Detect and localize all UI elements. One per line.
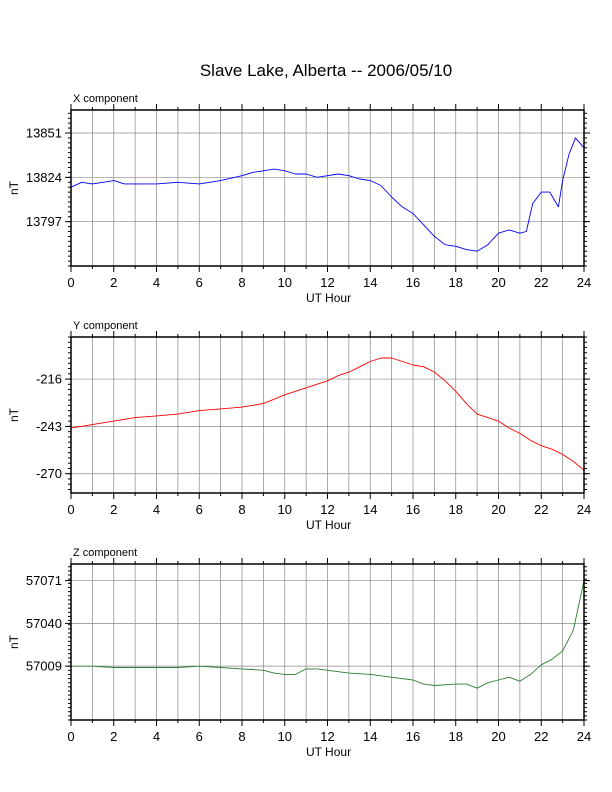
y-tick-label: 57040 bbox=[26, 616, 62, 631]
x-tick-label: 12 bbox=[320, 502, 334, 517]
x-tick-label: 0 bbox=[67, 275, 74, 290]
y-tick-label: 13851 bbox=[26, 125, 62, 140]
y-tick-label: -243 bbox=[36, 419, 62, 434]
x-tick-label: 8 bbox=[238, 502, 245, 517]
series-line bbox=[70, 357, 585, 471]
x-axis-label: UT Hour bbox=[306, 518, 351, 532]
panel-label: Z component bbox=[73, 547, 137, 559]
x-tick-label: 22 bbox=[534, 729, 548, 744]
chart-title: Slave Lake, Alberta -- 2006/05/10 bbox=[200, 61, 452, 80]
x-tick-label: 6 bbox=[196, 275, 203, 290]
series-line bbox=[70, 137, 585, 252]
x-tick-label: 18 bbox=[449, 729, 463, 744]
x-tick-label: 4 bbox=[153, 275, 160, 290]
x-tick-label: 14 bbox=[363, 275, 377, 290]
y-axis-label: nT bbox=[7, 407, 21, 422]
y-axis-label: nT bbox=[7, 634, 21, 649]
x-tick-label: 2 bbox=[110, 275, 117, 290]
y-axis-label: nT bbox=[7, 180, 21, 195]
y-tick-label: -270 bbox=[36, 466, 62, 481]
x-tick-label: 12 bbox=[320, 275, 334, 290]
y-tick-label: 57071 bbox=[26, 573, 62, 588]
x-tick-label: 16 bbox=[406, 275, 420, 290]
x-tick-label: 6 bbox=[196, 502, 203, 517]
x-tick-label: 18 bbox=[449, 275, 463, 290]
y-tick-label: 57009 bbox=[26, 659, 62, 674]
x-tick-label: 14 bbox=[363, 502, 377, 517]
x-tick-label: 22 bbox=[534, 502, 548, 517]
x-tick-label: 0 bbox=[67, 502, 74, 517]
y-tick-label: -216 bbox=[36, 372, 62, 387]
x-tick-label: 14 bbox=[363, 729, 377, 744]
panel-label: X component bbox=[73, 93, 138, 105]
x-tick-label: 18 bbox=[449, 502, 463, 517]
x-tick-label: 20 bbox=[491, 729, 505, 744]
x-tick-label: 4 bbox=[153, 502, 160, 517]
y-tick-label: 13824 bbox=[26, 170, 62, 185]
x-tick-label: 10 bbox=[278, 502, 292, 517]
x-tick-label: 16 bbox=[406, 729, 420, 744]
plot-frame bbox=[70, 563, 585, 721]
x-tick-label: 10 bbox=[278, 729, 292, 744]
x-tick-label: 2 bbox=[110, 502, 117, 517]
x-tick-label: 24 bbox=[577, 729, 591, 744]
x-tick-label: 20 bbox=[491, 275, 505, 290]
x-tick-label: 0 bbox=[67, 729, 74, 744]
x-axis-label: UT Hour bbox=[306, 291, 351, 305]
x-tick-label: 8 bbox=[238, 729, 245, 744]
series-line bbox=[71, 580, 585, 689]
plot-frame bbox=[70, 109, 585, 267]
x-tick-label: 16 bbox=[406, 502, 420, 517]
x-axis-label: UT Hour bbox=[306, 745, 351, 759]
x-tick-label: 8 bbox=[238, 275, 245, 290]
x-tick-label: 20 bbox=[491, 502, 505, 517]
x-tick-label: 24 bbox=[577, 275, 591, 290]
y-tick-label: 13797 bbox=[26, 214, 62, 229]
x-tick-label: 12 bbox=[320, 729, 334, 744]
panel-label: Y component bbox=[73, 320, 138, 332]
plot-frame bbox=[70, 336, 585, 494]
x-tick-label: 24 bbox=[577, 502, 591, 517]
x-tick-label: 2 bbox=[110, 729, 117, 744]
x-tick-label: 22 bbox=[534, 275, 548, 290]
x-tick-label: 4 bbox=[153, 729, 160, 744]
x-tick-label: 10 bbox=[278, 275, 292, 290]
x-tick-label: 6 bbox=[196, 729, 203, 744]
